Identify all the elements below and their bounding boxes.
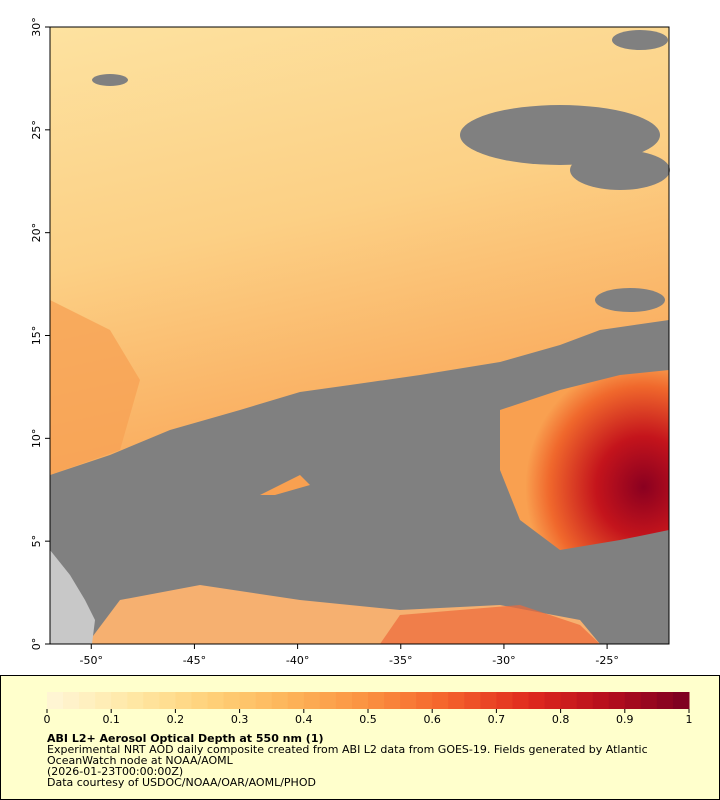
- colorbar-swatch: [672, 692, 690, 709]
- colorbar-swatch: [63, 692, 80, 709]
- y-tick-label: 25°: [30, 120, 43, 140]
- colorbar-tick-label: 0.2: [167, 713, 185, 726]
- y-tick-label: 15°: [30, 326, 43, 346]
- colorbar-swatch: [624, 692, 642, 709]
- colorbar-tick-label: 0.8: [552, 713, 570, 726]
- y-tick-label: 30°: [30, 17, 43, 37]
- colorbar-tick-label: 0.3: [231, 713, 249, 726]
- x-tick-label: -30°: [492, 654, 515, 667]
- colorbar-swatch: [255, 692, 273, 709]
- colorbar-swatch: [640, 692, 658, 709]
- colorbar-swatch: [207, 692, 225, 709]
- x-tick-label: -35°: [389, 654, 412, 667]
- caption-line: OceanWatch node at NOAA/AOML: [47, 754, 234, 767]
- colorbar-swatch: [480, 692, 497, 709]
- colorbar-swatch: [656, 692, 674, 709]
- x-tick-label: -40°: [286, 654, 309, 667]
- colorbar-swatch: [351, 692, 369, 709]
- colorbar-swatch: [384, 692, 401, 709]
- colorbar-swatch: [544, 692, 562, 709]
- y-tick-label: 20°: [30, 223, 43, 243]
- colorbar-swatch: [368, 692, 385, 709]
- colorbar-swatch: [239, 692, 257, 709]
- colorbar-tick-label: 0.5: [359, 713, 377, 726]
- colorbar-swatch: [271, 692, 289, 709]
- colorbar-swatch: [111, 692, 128, 709]
- caption-title: ABI L2+ Aerosol Optical Depth at 550 nm …: [47, 732, 324, 745]
- colorbar-tick-label: 0.4: [295, 713, 313, 726]
- colorbar-swatch: [303, 692, 321, 709]
- colorbar-swatch: [528, 692, 546, 709]
- colorbar-tick-label: 0.9: [616, 713, 634, 726]
- colorbar-swatch: [448, 692, 465, 709]
- colorbar-swatch: [400, 692, 417, 709]
- colorbar-swatch: [512, 692, 529, 709]
- colorbar-swatch: [608, 692, 626, 709]
- x-tick-label: -50°: [80, 654, 103, 667]
- colorbar-swatch: [319, 692, 337, 709]
- colorbar-swatch: [223, 692, 241, 709]
- y-tick-label: 5°: [30, 535, 43, 548]
- colorbar-swatch: [432, 692, 449, 709]
- colorbar-swatch: [143, 692, 160, 709]
- caption-line: Data courtesy of USDOC/NOAA/OAR/AOML/PHO…: [47, 776, 316, 789]
- colorbar-swatch: [95, 692, 112, 709]
- colorbar-swatch: [496, 692, 513, 709]
- colorbar-swatch: [576, 692, 594, 709]
- colorbar-swatch: [592, 692, 610, 709]
- caption-line: (2026-01-23T00:00:00Z): [47, 765, 183, 778]
- colorbar-tick-label: 0.7: [488, 713, 506, 726]
- colorbar-tick-label: 0.1: [102, 713, 120, 726]
- colorbar-tick-label: 1: [686, 713, 693, 726]
- x-tick-label: -25°: [595, 654, 618, 667]
- colorbar-swatch: [191, 692, 208, 709]
- colorbar-swatch: [416, 692, 433, 709]
- colorbar-swatch: [560, 692, 578, 709]
- y-tick-label: 0°: [30, 638, 43, 651]
- caption-line: Experimental NRT AOD daily composite cre…: [47, 743, 648, 756]
- colorbar-swatch: [464, 692, 481, 709]
- colorbar-swatch: [159, 692, 176, 709]
- x-tick-label: -45°: [183, 654, 206, 667]
- colorbar-swatch: [335, 692, 353, 709]
- map-image: [49, 26, 670, 645]
- colorbar-swatch: [175, 692, 192, 709]
- colorbar-tick-label: 0: [44, 713, 51, 726]
- colorbar-tick-label: 0.6: [423, 713, 441, 726]
- colorbar-swatch: [79, 692, 96, 709]
- colorbar-swatch: [287, 692, 305, 709]
- colorbar-swatch: [47, 692, 64, 709]
- y-tick-label: 10°: [30, 429, 43, 449]
- colorbar-swatch: [127, 692, 144, 709]
